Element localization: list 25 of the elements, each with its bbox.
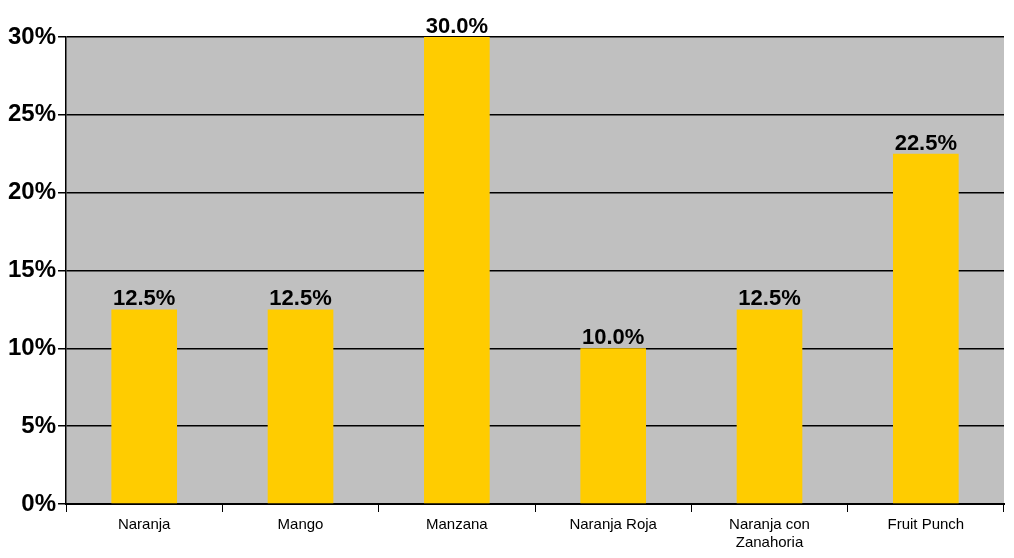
bar — [111, 309, 178, 504]
x-tick-label: Naranja — [117, 515, 172, 533]
y-tick-label: 15% — [7, 255, 57, 283]
x-tick-label: Mango — [277, 515, 324, 533]
bar — [893, 153, 959, 504]
y-tick-label: 25% — [7, 99, 57, 127]
data-label: 22.5% — [894, 129, 958, 155]
x-tick-label: Manzana — [425, 515, 489, 533]
y-tick-label: 10% — [7, 332, 57, 360]
data-label: 12.5% — [269, 285, 332, 311]
y-tick-label: 20% — [7, 177, 57, 205]
bar — [424, 37, 490, 504]
bar — [267, 309, 334, 504]
y-tick-label: 0% — [21, 488, 57, 516]
bar — [580, 348, 647, 504]
x-tick-label: Naranja con Zanahoria — [729, 515, 810, 551]
bar — [736, 309, 803, 504]
data-label: 12.5% — [738, 285, 801, 311]
y-tick-label: 30% — [7, 21, 57, 49]
x-tick-label: Fruit Punch — [887, 515, 965, 533]
x-tick-label: Naranja Roja — [569, 515, 658, 533]
data-label: 30.0% — [425, 13, 489, 39]
y-tick-label: 5% — [21, 410, 57, 438]
data-label: 10.0% — [581, 324, 645, 350]
data-label: 12.5% — [113, 285, 176, 311]
